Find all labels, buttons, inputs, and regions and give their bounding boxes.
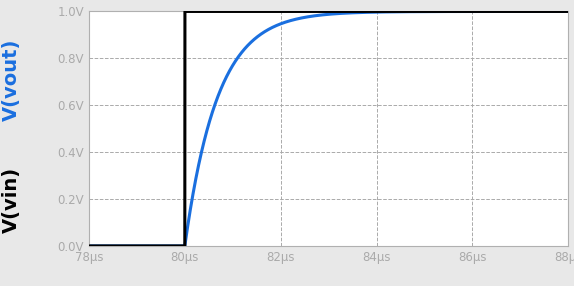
Text: V(vout): V(vout)	[2, 39, 21, 121]
Text: V(vin): V(vin)	[2, 167, 21, 233]
